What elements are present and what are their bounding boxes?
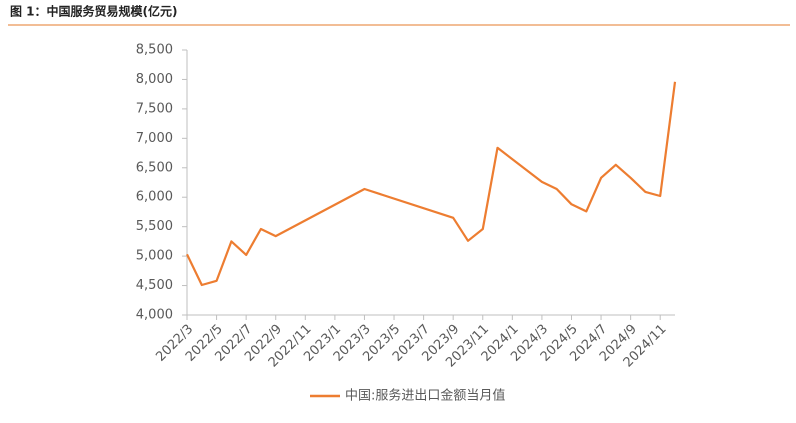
y-tick-label: 5,500 [136,219,173,234]
y-tick-label: 4,000 [136,308,173,323]
y-tick-label: 4,500 [136,278,173,293]
y-tick-label: 8,000 [136,72,173,87]
series-line [186,81,677,287]
legend-label: 中国:服务进出口金额当月值 [345,388,505,404]
y-tick-label: 6,500 [136,160,173,175]
chart-title: 图 1：中国服务贸易规模(亿元) [10,4,178,19]
y-tick-label: 8,500 [136,43,173,58]
y-tick-label: 7,500 [136,101,173,116]
y-tick-label: 5,000 [136,249,173,264]
y-tick-label: 7,000 [136,131,173,146]
y-tick-label: 6,000 [136,190,173,205]
